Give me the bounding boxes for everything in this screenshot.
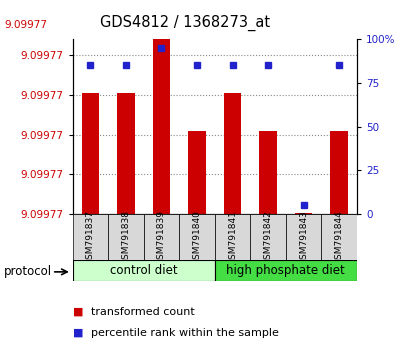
Bar — [224, 93, 242, 214]
Bar — [81, 93, 99, 214]
Text: transformed count: transformed count — [91, 307, 195, 316]
Bar — [117, 93, 135, 214]
Text: ■: ■ — [73, 328, 83, 338]
FancyBboxPatch shape — [250, 214, 286, 260]
Text: GSM791838: GSM791838 — [122, 210, 130, 265]
Text: control diet: control diet — [110, 264, 178, 277]
Text: GSM791837: GSM791837 — [86, 210, 95, 265]
FancyBboxPatch shape — [108, 214, 144, 260]
FancyBboxPatch shape — [73, 260, 215, 281]
Bar — [295, 213, 312, 214]
FancyBboxPatch shape — [215, 214, 250, 260]
FancyBboxPatch shape — [73, 214, 108, 260]
Text: GSM791842: GSM791842 — [264, 210, 273, 264]
FancyBboxPatch shape — [286, 214, 321, 260]
Text: high phosphate diet: high phosphate diet — [227, 264, 345, 277]
Text: protocol: protocol — [4, 266, 52, 278]
Bar — [153, 0, 170, 214]
FancyBboxPatch shape — [144, 214, 179, 260]
Text: GSM791841: GSM791841 — [228, 210, 237, 265]
Bar — [259, 131, 277, 214]
Text: GSM791843: GSM791843 — [299, 210, 308, 265]
Bar — [188, 131, 206, 214]
Text: GSM791844: GSM791844 — [334, 210, 344, 264]
Text: 9.09977: 9.09977 — [4, 20, 47, 30]
FancyBboxPatch shape — [321, 214, 357, 260]
Text: GSM791839: GSM791839 — [157, 210, 166, 265]
Bar — [330, 131, 348, 214]
Text: ■: ■ — [73, 307, 83, 316]
FancyBboxPatch shape — [215, 260, 357, 281]
Text: GSM791840: GSM791840 — [193, 210, 202, 265]
Text: GDS4812 / 1368273_at: GDS4812 / 1368273_at — [100, 15, 270, 31]
FancyBboxPatch shape — [179, 214, 215, 260]
Text: percentile rank within the sample: percentile rank within the sample — [91, 328, 279, 338]
